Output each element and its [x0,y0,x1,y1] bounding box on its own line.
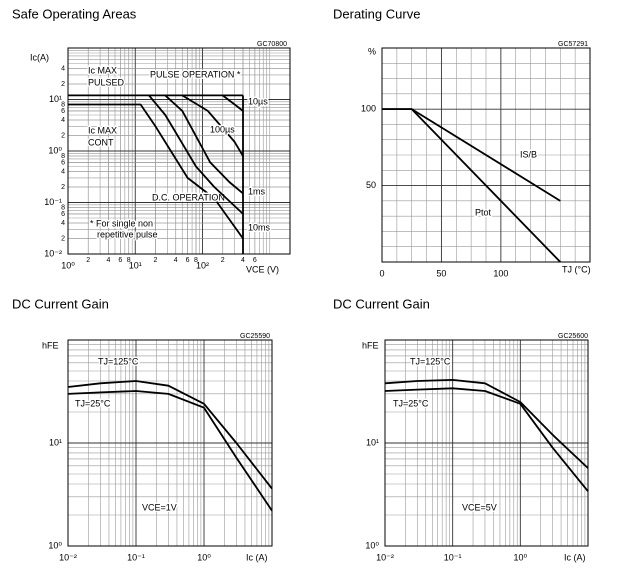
x-tick-label: 10⁻¹ [127,552,145,562]
y-axis-label: hFE [42,340,59,350]
x-axis-label: TJ (°C) [562,264,591,274]
annotation: VCE=5V [462,502,497,512]
x-tick-label: 4 [241,257,245,264]
series-line [164,94,244,195]
series-line [67,380,273,490]
y-tick-label: 6 [61,211,65,218]
chart-code: GC25590 [240,333,270,340]
x-tick-label: 8 [127,257,131,264]
annotation: PULSE OPERATION * [150,69,241,79]
y-tick-label: 4 [61,65,65,72]
x-tick-label: 100 [493,268,508,278]
y-tick-label: 2 [61,132,65,139]
plot-frame [67,339,273,547]
plot-frame [67,47,291,255]
x-tick-label: 2 [154,257,158,264]
x-tick-label: 6 [118,257,122,264]
y-tick-label: 2 [61,81,65,88]
series-label: D.C. OPERATION [152,192,225,202]
x-tick-label: 10¹ [129,260,142,270]
y-tick-label: 10⁻¹ [44,197,62,207]
y-tick-label: 4 [61,220,65,227]
chart-code: GC70800 [257,41,287,48]
y-tick-label: 2 [61,184,65,191]
series-label: TJ=25°C [393,398,429,408]
y-tick-label: 6 [61,159,65,166]
y-axis-label: hFE [362,340,379,350]
annotation: CONT [88,137,114,147]
x-tick-label: 8 [194,257,198,264]
x-tick-label: 0 [379,268,384,278]
chart-title: Derating Curve [333,6,420,21]
y-axis-label: % [368,46,376,56]
y-tick-label: 4 [61,168,65,175]
y-tick-label: 10¹ [49,94,62,104]
y-tick-label: 100 [361,104,376,114]
y-tick-label: 10⁰ [365,540,379,550]
x-tick-label: 10² [196,260,209,270]
series-line [67,390,273,512]
series-line [384,387,589,492]
series-label: IS/B [520,149,537,159]
x-tick-label: 10⁰ [514,552,528,562]
series-line [222,94,244,112]
y-tick-label: 50 [366,180,376,190]
x-tick-label: 4 [174,257,178,264]
chart-code: GC57291 [558,41,588,48]
annotation: PULSED [88,77,125,87]
x-tick-label: 10⁰ [197,552,211,562]
annotation: Ic MAX [88,65,117,75]
plot-frame [384,339,589,547]
series-line [68,103,244,240]
series-label: 10ms [248,222,271,232]
y-tick-label: 4 [61,117,65,124]
series-line [382,108,561,263]
series-label: 100µs [210,124,235,134]
y-tick-label: 8 [61,101,65,108]
annotation: VCE=1V [142,502,177,512]
x-tick-label: 4 [107,257,111,264]
chart-code: GC25600 [558,333,588,340]
x-tick-label: 10⁻² [59,552,77,562]
y-axis-label: Ic(A) [30,52,49,62]
y-tick-label: 2 [61,235,65,242]
x-tick-label: 50 [436,268,446,278]
y-tick-label: 10⁰ [48,540,62,550]
x-axis-label: Ic (A) [564,552,586,562]
x-tick-label: 10⁰ [61,260,75,270]
chart-title: DC Current Gain [333,296,430,311]
series-line [148,94,244,215]
y-tick-label: 8 [61,204,65,211]
series-label: TJ=25°C [75,398,111,408]
y-tick-label: 10⁰ [48,145,62,155]
series-label: TJ=125°C [98,356,139,366]
annotation: * For single non [90,218,153,228]
x-tick-label: 6 [253,257,257,264]
y-tick-label: 8 [61,153,65,160]
x-axis-label: VCE (V) [246,264,279,274]
x-tick-label: 6 [186,257,190,264]
chart-title: Safe Operating Areas [12,6,137,21]
annotation: Ic MAX [88,125,117,135]
series-label: TJ=125°C [410,356,451,366]
x-tick-label: 2 [221,257,225,264]
y-tick-label: 10⁻² [44,248,62,258]
chart-title: DC Current Gain [12,296,109,311]
series-label: 10µs [248,96,268,106]
x-tick-label: 2 [86,257,90,264]
y-tick-label: 6 [61,108,65,115]
plot-frame [381,47,591,263]
annotation: repetitive pulse [97,229,158,239]
series-label: 1ms [248,186,266,196]
series-line [384,379,589,469]
series-label: Ptot [475,207,492,217]
x-tick-label: 10⁻¹ [444,552,462,562]
x-axis-label: Ic (A) [246,552,268,562]
y-tick-label: 10¹ [49,437,62,447]
y-tick-label: 10¹ [366,437,379,447]
x-tick-label: 10⁻² [376,552,394,562]
series-line [181,94,244,157]
